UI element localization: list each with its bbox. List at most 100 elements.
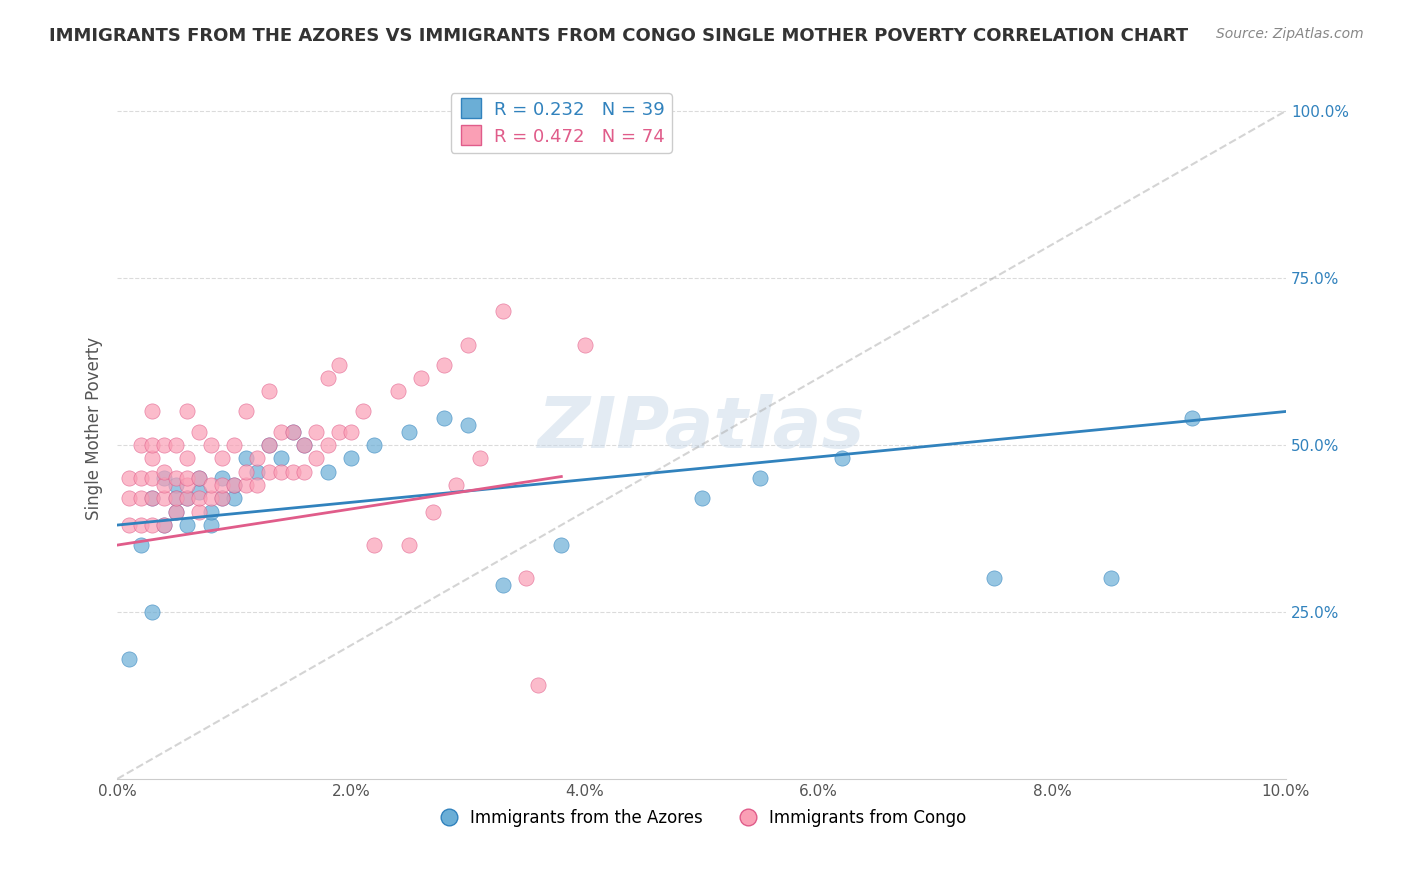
Point bbox=[398, 538, 420, 552]
Point bbox=[433, 358, 456, 372]
Point bbox=[200, 505, 222, 519]
Point bbox=[129, 491, 152, 506]
Point bbox=[211, 491, 233, 506]
Point bbox=[270, 465, 292, 479]
Point bbox=[235, 478, 257, 492]
Point bbox=[153, 518, 176, 533]
Point bbox=[492, 304, 515, 318]
Point bbox=[165, 478, 187, 492]
Point bbox=[246, 478, 269, 492]
Point bbox=[176, 491, 198, 506]
Point bbox=[141, 471, 163, 485]
Point bbox=[281, 425, 304, 439]
Point bbox=[457, 337, 479, 351]
Point bbox=[292, 438, 315, 452]
Point bbox=[176, 491, 198, 506]
Point bbox=[1181, 411, 1204, 425]
Point bbox=[574, 337, 596, 351]
Point bbox=[141, 605, 163, 619]
Point bbox=[257, 384, 280, 399]
Point bbox=[165, 491, 187, 506]
Point bbox=[200, 518, 222, 533]
Point bbox=[235, 465, 257, 479]
Point bbox=[328, 358, 350, 372]
Point bbox=[141, 491, 163, 506]
Point bbox=[270, 425, 292, 439]
Point bbox=[257, 465, 280, 479]
Legend: Immigrants from the Azores, Immigrants from Congo: Immigrants from the Azores, Immigrants f… bbox=[430, 803, 973, 834]
Point bbox=[235, 451, 257, 466]
Point bbox=[118, 491, 141, 506]
Point bbox=[409, 371, 432, 385]
Point bbox=[316, 371, 339, 385]
Point bbox=[165, 491, 187, 506]
Point bbox=[257, 438, 280, 452]
Point bbox=[246, 451, 269, 466]
Point bbox=[188, 471, 211, 485]
Point bbox=[831, 451, 853, 466]
Point bbox=[457, 417, 479, 432]
Point bbox=[387, 384, 409, 399]
Point bbox=[363, 538, 385, 552]
Point bbox=[141, 404, 163, 418]
Point bbox=[118, 471, 141, 485]
Point bbox=[153, 478, 176, 492]
Point bbox=[222, 478, 245, 492]
Point bbox=[1099, 572, 1122, 586]
Point bbox=[176, 518, 198, 533]
Point bbox=[118, 651, 141, 665]
Point bbox=[176, 451, 198, 466]
Point bbox=[270, 451, 292, 466]
Point bbox=[141, 451, 163, 466]
Point bbox=[352, 404, 374, 418]
Point bbox=[129, 438, 152, 452]
Y-axis label: Single Mother Poverty: Single Mother Poverty bbox=[86, 336, 103, 520]
Point bbox=[165, 438, 187, 452]
Point bbox=[176, 471, 198, 485]
Point bbox=[188, 425, 211, 439]
Point bbox=[292, 465, 315, 479]
Point bbox=[257, 438, 280, 452]
Point bbox=[340, 451, 363, 466]
Point bbox=[422, 505, 444, 519]
Point bbox=[398, 425, 420, 439]
Point bbox=[515, 572, 537, 586]
Point bbox=[153, 438, 176, 452]
Point bbox=[328, 425, 350, 439]
Point bbox=[188, 484, 211, 499]
Point bbox=[129, 518, 152, 533]
Point bbox=[305, 425, 328, 439]
Point bbox=[211, 478, 233, 492]
Point bbox=[211, 471, 233, 485]
Point bbox=[153, 518, 176, 533]
Point bbox=[118, 518, 141, 533]
Point bbox=[983, 572, 1005, 586]
Point bbox=[363, 438, 385, 452]
Point bbox=[246, 465, 269, 479]
Point bbox=[281, 465, 304, 479]
Point bbox=[222, 438, 245, 452]
Text: ZIPatlas: ZIPatlas bbox=[538, 393, 865, 463]
Point bbox=[749, 471, 772, 485]
Point bbox=[153, 471, 176, 485]
Point bbox=[165, 505, 187, 519]
Point bbox=[316, 438, 339, 452]
Point bbox=[188, 491, 211, 506]
Point bbox=[235, 404, 257, 418]
Point bbox=[444, 478, 467, 492]
Text: Source: ZipAtlas.com: Source: ZipAtlas.com bbox=[1216, 27, 1364, 41]
Point bbox=[153, 465, 176, 479]
Point bbox=[141, 518, 163, 533]
Point bbox=[222, 478, 245, 492]
Point bbox=[165, 505, 187, 519]
Point bbox=[690, 491, 713, 506]
Point bbox=[176, 478, 198, 492]
Point bbox=[141, 438, 163, 452]
Point bbox=[129, 471, 152, 485]
Point bbox=[200, 438, 222, 452]
Point bbox=[176, 404, 198, 418]
Text: IMMIGRANTS FROM THE AZORES VS IMMIGRANTS FROM CONGO SINGLE MOTHER POVERTY CORREL: IMMIGRANTS FROM THE AZORES VS IMMIGRANTS… bbox=[49, 27, 1188, 45]
Point bbox=[468, 451, 491, 466]
Point bbox=[188, 505, 211, 519]
Point bbox=[305, 451, 328, 466]
